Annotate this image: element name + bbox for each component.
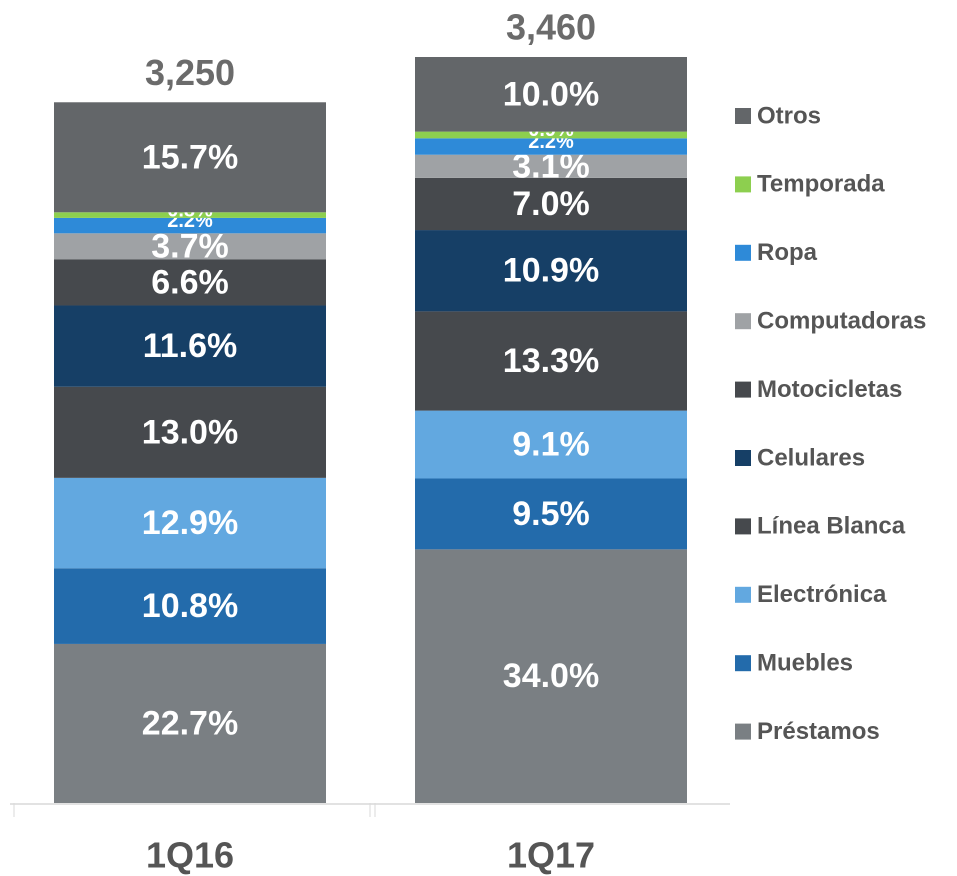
legend-label: Temporada bbox=[757, 171, 885, 198]
bar-segment bbox=[54, 217, 326, 234]
bar-segment bbox=[54, 233, 326, 260]
x-tick-label: 1Q17 bbox=[507, 835, 595, 876]
legend-label: Motocicletas bbox=[757, 376, 902, 403]
legend-label: Préstamos bbox=[757, 718, 880, 745]
total-label: 3,460 bbox=[506, 7, 596, 48]
bar-segment bbox=[415, 549, 687, 803]
bar-segment bbox=[415, 410, 687, 479]
legend-label: Línea Blanca bbox=[757, 513, 906, 540]
legend-swatch bbox=[735, 244, 751, 261]
bar-segment bbox=[54, 568, 326, 644]
bar-segment bbox=[54, 259, 326, 306]
legend-label: Electrónica bbox=[757, 581, 887, 608]
legend-label: Otros bbox=[757, 102, 821, 129]
bar-segment bbox=[415, 311, 687, 411]
bar-segment bbox=[415, 230, 687, 312]
value-label: 10.0% bbox=[503, 75, 599, 113]
value-label: 3.7% bbox=[151, 227, 229, 265]
legend-swatch bbox=[735, 176, 751, 193]
bar-segment bbox=[415, 478, 687, 550]
value-label: 11.6% bbox=[143, 327, 238, 365]
bar-segment bbox=[54, 477, 326, 569]
bar-segment bbox=[54, 643, 326, 803]
legend-swatch bbox=[735, 450, 751, 466]
bar-segment bbox=[415, 131, 687, 139]
value-label: 15.7% bbox=[142, 138, 238, 176]
legend-swatch bbox=[735, 381, 751, 398]
legend-label: Computadoras bbox=[757, 308, 926, 335]
bar-segment bbox=[415, 154, 687, 178]
value-label: 10.9% bbox=[503, 252, 599, 290]
x-tick-label: 1Q16 bbox=[146, 835, 234, 876]
legend-swatch bbox=[735, 108, 751, 124]
value-label: 34.0% bbox=[503, 657, 599, 695]
bar-segment bbox=[54, 305, 326, 387]
legend-swatch bbox=[735, 313, 751, 330]
legend-label: Celulares bbox=[757, 444, 865, 471]
legend-swatch bbox=[735, 655, 751, 672]
bar-segment bbox=[54, 102, 326, 213]
value-label: 9.5% bbox=[512, 495, 590, 533]
legend-swatch bbox=[735, 586, 751, 603]
bar-segment bbox=[415, 138, 687, 155]
value-label: 7.0% bbox=[512, 185, 590, 223]
legend-swatch bbox=[735, 723, 751, 740]
bar-segment bbox=[415, 177, 687, 231]
value-label: 10.8% bbox=[142, 587, 238, 625]
legend-label: Ropa bbox=[757, 239, 818, 266]
legend-label: Muebles bbox=[757, 650, 853, 677]
value-label: 12.9% bbox=[142, 504, 238, 542]
value-label: 13.3% bbox=[503, 342, 599, 380]
value-label: 22.7% bbox=[142, 704, 238, 742]
total-label: 3,250 bbox=[145, 52, 235, 93]
value-label: 9.1% bbox=[512, 426, 590, 464]
bar-segment bbox=[54, 386, 326, 478]
bar-segment bbox=[415, 57, 687, 132]
bar-segment bbox=[54, 212, 326, 218]
value-label: 13.0% bbox=[142, 413, 238, 451]
legend-swatch bbox=[735, 518, 751, 535]
value-label: 6.6% bbox=[151, 263, 229, 301]
